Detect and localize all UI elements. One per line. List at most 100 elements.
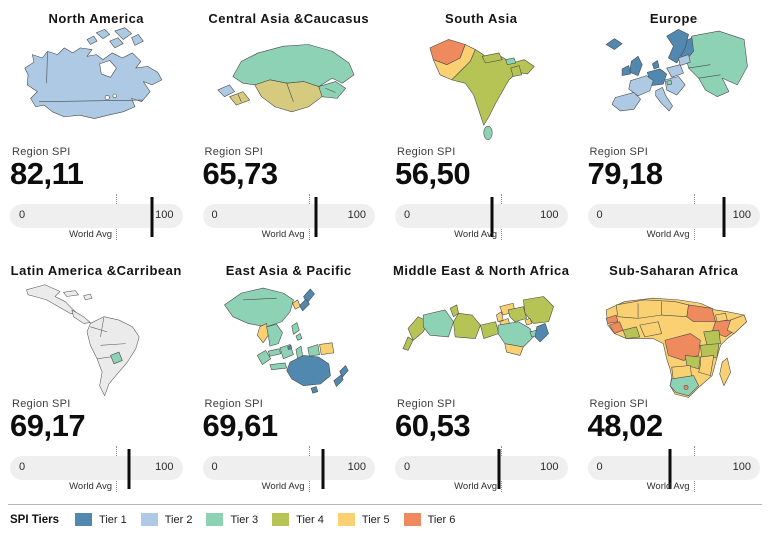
gauge-min-label: 0	[404, 461, 411, 473]
gauge-max-label: 100	[155, 461, 174, 473]
south-asia-map-svg	[429, 39, 535, 140]
gauge-bar: 0 100	[10, 204, 183, 228]
tier-4-swatch	[272, 513, 290, 526]
legend-item-tier-6: Tier 6	[403, 513, 456, 526]
region-spi-label: Region SPI	[397, 398, 456, 410]
gauge-min-label: 0	[404, 209, 411, 221]
gauge-min-label: 0	[19, 209, 26, 221]
gauge-bar: 0 100	[395, 456, 568, 480]
tier-6-swatch	[403, 513, 421, 526]
gauge-max-label: 100	[732, 209, 751, 221]
world-avg-label: World Avg	[646, 229, 690, 240]
panel-east-asia-pacific: East Asia & Pacific	[193, 252, 386, 504]
sub-saharan-africa-map-svg	[605, 297, 747, 398]
panel-title: Sub-Saharan Africa	[609, 263, 739, 278]
region-spi-value: 82,11	[10, 156, 84, 191]
legend-item-tier-2: Tier 2	[140, 513, 193, 526]
tier-2-swatch	[140, 513, 158, 526]
panel-title: Middle East & North Africa	[393, 263, 570, 278]
latin-america-map-svg	[26, 284, 140, 397]
value-marker	[668, 449, 672, 489]
spi-gauge: 0 100 World Avg	[10, 446, 183, 498]
europe-map-svg	[605, 29, 748, 112]
region-spi-value: 56,50	[395, 156, 471, 191]
gauge-bar: 0 100	[10, 456, 183, 480]
panel-central-asia-caucasus: Central Asia &Caucasus Region SPI 65,73 …	[193, 0, 386, 252]
europe-map	[580, 26, 769, 148]
legend-row: SPI Tiers Tier 1 Tier 2 Tier 3 Tier 4 Ti…	[8, 504, 762, 526]
panel-title: South Asia	[445, 11, 518, 26]
tier-6-label: Tier 6	[427, 513, 456, 526]
gauge-min-label: 0	[211, 461, 218, 473]
gauge-max-label: 100	[347, 209, 366, 221]
north-america-map	[2, 26, 191, 148]
gauge-bar: 0 100	[202, 204, 375, 228]
panel-latin-america-carribean: Latin America &Carribean Region SPI 69,1…	[0, 252, 193, 504]
value-marker	[314, 197, 318, 237]
spi-gauge: 0 100 World Avg	[202, 194, 375, 246]
tier-4-label: Tier 4	[296, 513, 324, 526]
legend-item-tier-4: Tier 4	[272, 513, 324, 526]
tier-3-swatch	[206, 513, 224, 526]
panel-sub-saharan-africa: Sub-Saharan Africa	[578, 252, 770, 504]
panels-grid: North America Region SPI 82,11 0 1	[0, 0, 770, 504]
value-marker	[127, 449, 131, 489]
panel-north-america: North America Region SPI 82,11 0 1	[0, 0, 193, 252]
legend-item-tier-5: Tier 5	[337, 513, 390, 526]
panel-title: Europe	[649, 11, 698, 26]
region-spi-value: 69,61	[202, 408, 279, 443]
value-marker	[497, 449, 501, 489]
spi-tiers-legend: SPI Tiers Tier 1 Tier 2 Tier 3 Tier 4 Ti…	[0, 504, 770, 547]
gauge-max-label: 100	[540, 209, 559, 221]
world-avg-label: World Avg	[454, 229, 498, 240]
gauge-bar: 0 100	[587, 456, 760, 480]
region-spi-label: Region SPI	[589, 398, 649, 410]
region-spi-value: 79,18	[587, 156, 664, 191]
spi-gauge: 0 100 World Avg	[10, 194, 183, 246]
region-spi-label: Region SPI	[397, 146, 456, 158]
region-spi-label: Region SPI	[589, 146, 649, 158]
panel-europe: Europe Region SPI	[578, 0, 770, 252]
value-marker	[150, 197, 154, 237]
panel-title: North America	[48, 11, 145, 26]
latin-america-map	[2, 278, 191, 400]
gauge-min-label: 0	[596, 209, 603, 221]
panel-middle-east-north-africa: Middle East & North Africa R	[385, 252, 578, 504]
gauge-bar: 0 100	[395, 204, 568, 228]
gauge-min-label: 0	[211, 209, 218, 221]
mena-map-svg	[402, 296, 554, 356]
tier-3-label: Tier 3	[230, 513, 259, 526]
gauge-max-label: 100	[540, 461, 559, 473]
gauge-bar: 0 100	[202, 456, 375, 480]
central-asia-map-svg	[216, 44, 354, 113]
value-marker	[722, 197, 726, 237]
panel-title: Central Asia &Caucasus	[208, 11, 370, 26]
region-spi-value: 60,53	[395, 408, 471, 443]
tier-5-swatch	[337, 513, 355, 526]
panel-title: East Asia & Pacific	[225, 263, 352, 278]
sub-saharan-africa-map	[580, 278, 769, 400]
gauge-max-label: 100	[155, 209, 174, 221]
value-marker	[490, 197, 494, 237]
tier-1-label: Tier 1	[99, 513, 127, 526]
south-asia-map	[387, 26, 576, 148]
region-spi-label: Region SPI	[204, 398, 264, 410]
north-america-map-svg	[24, 27, 163, 119]
region-spi-label: Region SPI	[12, 398, 71, 410]
tier-2-label: Tier 2	[164, 513, 193, 526]
spi-gauge: 0 100 World Avg	[202, 446, 375, 498]
gauge-max-label: 100	[347, 461, 366, 473]
region-spi-label: Region SPI	[12, 146, 71, 158]
gauge-max-label: 100	[732, 461, 751, 473]
world-avg-label: World Avg	[69, 229, 113, 240]
world-avg-label: World Avg	[261, 229, 305, 240]
region-spi-label: Region SPI	[204, 146, 264, 158]
world-avg-label: World Avg	[454, 481, 498, 492]
world-avg-label: World Avg	[646, 481, 690, 492]
region-spi-value: 48,02	[587, 408, 664, 443]
panel-south-asia: South Asia Region SPI 56,50 0 100 World …	[385, 0, 578, 252]
tier-5-label: Tier 5	[361, 513, 390, 526]
panel-title: Latin America &Carribean	[10, 263, 182, 278]
value-marker	[321, 449, 325, 489]
legend-title: SPI Tiers	[10, 513, 60, 526]
